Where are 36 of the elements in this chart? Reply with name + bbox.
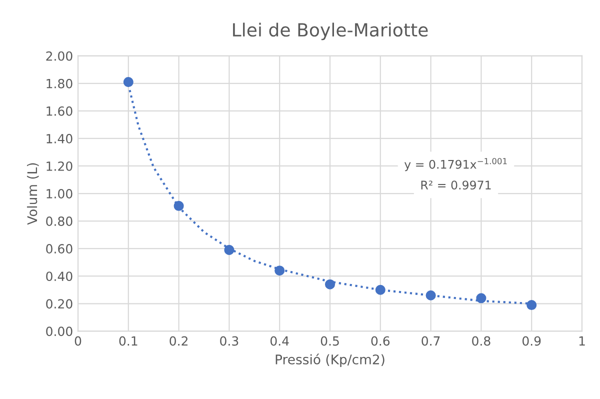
y-tick-label: 1.80 — [46, 78, 72, 88]
y-tick-label: 0.80 — [46, 216, 72, 226]
point — [375, 284, 386, 295]
y-tick-label: 0.40 — [46, 272, 72, 282]
point — [274, 266, 285, 276]
x-tick-label: 1 — [579, 336, 585, 346]
y-tick-label: 0.20 — [46, 299, 72, 309]
x-tick-label: 0.3 — [220, 336, 238, 346]
chart-title: Llei de Boyle-Mariotte — [233, 22, 428, 40]
x-tick-label: 0.6 — [371, 336, 390, 346]
x-tick-label: 0.7 — [422, 336, 440, 346]
point — [526, 300, 537, 310]
y-tick-label: 0.60 — [46, 244, 72, 254]
x-tick-label: 0 — [74, 336, 82, 346]
y-tick-label: 1.60 — [46, 106, 72, 116]
y-tick-label: 2.00 — [46, 51, 72, 61]
y-tick-label: 1.00 — [46, 188, 72, 198]
y-tick-label: 1.20 — [46, 161, 72, 171]
x-tick-label: 0.5 — [320, 336, 339, 346]
x-tick-label: 0.1 — [119, 336, 138, 346]
x-tick-label: 0.8 — [472, 336, 490, 346]
point — [174, 200, 184, 211]
x-tick-label: 0.2 — [170, 336, 188, 346]
point — [426, 290, 436, 300]
y-axis-title: Volum (L) — [26, 163, 39, 225]
annotation: y = 0.1791x$^{−1.001}$ — [404, 158, 507, 172]
y-tick-label: 1.40 — [46, 134, 72, 144]
point — [476, 293, 486, 304]
point — [123, 76, 134, 88]
point — [224, 244, 234, 255]
x-tick-label: 0.9 — [522, 336, 541, 346]
point — [324, 279, 336, 290]
annotation: R² = 0.9971 — [421, 180, 491, 190]
x-tick-label: 0.4 — [270, 336, 289, 346]
y-tick-label: 0.00 — [46, 326, 72, 336]
x-axis-title: Pressió (Kp/cm2) — [276, 354, 384, 367]
